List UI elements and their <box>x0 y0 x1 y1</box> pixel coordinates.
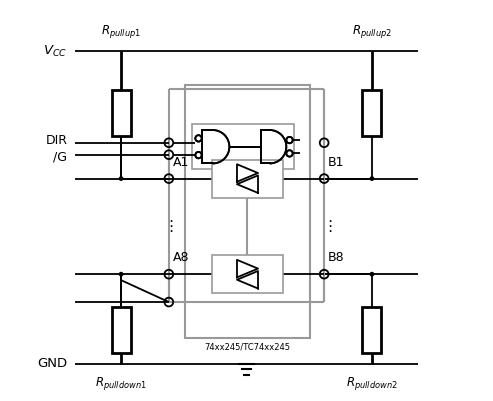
Text: A1: A1 <box>173 156 189 169</box>
Text: ⋮: ⋮ <box>163 219 178 234</box>
Text: $R_{pullup1}$: $R_{pullup1}$ <box>101 23 141 40</box>
Text: B8: B8 <box>328 251 345 264</box>
Bar <box>111 90 131 136</box>
Bar <box>111 307 131 353</box>
Bar <box>211 160 283 198</box>
Circle shape <box>370 272 374 277</box>
Text: $R_{pullup2}$: $R_{pullup2}$ <box>352 23 392 40</box>
Bar <box>185 85 310 338</box>
Text: GND: GND <box>37 357 68 370</box>
Text: $R_{pulldown1}$: $R_{pulldown1}$ <box>95 375 147 392</box>
Text: /G: /G <box>53 150 68 163</box>
Text: B1: B1 <box>328 156 345 169</box>
Bar <box>362 90 382 136</box>
Text: ⋮: ⋮ <box>322 219 338 234</box>
Circle shape <box>119 272 123 277</box>
Text: DIR: DIR <box>45 134 68 147</box>
Bar <box>192 124 294 170</box>
Circle shape <box>119 176 123 181</box>
Text: 74xx245/TC74xx245: 74xx245/TC74xx245 <box>205 343 290 352</box>
Circle shape <box>370 176 374 181</box>
Text: $R_{pulldown2}$: $R_{pulldown2}$ <box>346 375 398 392</box>
Text: $V_{CC}$: $V_{CC}$ <box>43 44 68 59</box>
Text: A8: A8 <box>173 251 189 264</box>
Bar <box>362 307 382 353</box>
Bar <box>211 255 283 293</box>
